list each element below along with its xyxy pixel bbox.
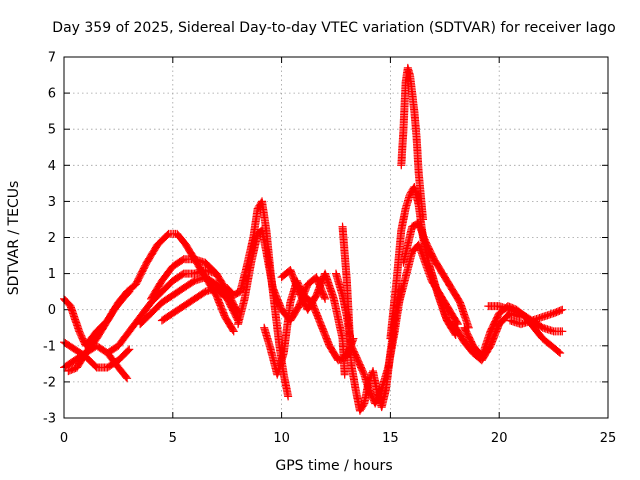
chart-title: Day 359 of 2025, Sidereal Day-to-day VTE…	[52, 20, 615, 36]
x-tick-label: 20	[491, 431, 508, 446]
y-tick-label: -2	[43, 375, 56, 390]
marker-trace	[397, 65, 427, 222]
marker-trace	[399, 219, 473, 331]
series-sat-f	[136, 273, 232, 329]
series-sat-s	[425, 262, 525, 365]
marker-trace	[507, 306, 565, 328]
data-layer	[60, 63, 567, 415]
series-sat-d	[64, 287, 134, 376]
marker-trace	[61, 339, 133, 372]
y-tick-label: 1	[48, 267, 56, 282]
marker-trace	[65, 288, 133, 375]
x-axis-label: GPS time / hours	[275, 458, 392, 474]
x-tick-label: 0	[60, 431, 68, 446]
series-sat-r	[399, 219, 473, 332]
y-tick-label: 5	[48, 123, 56, 138]
y-tick-label: 2	[48, 231, 56, 246]
marker-trace	[278, 267, 349, 378]
series-sat-j	[234, 226, 330, 329]
series-sat-v	[506, 305, 567, 329]
marker-trace	[260, 278, 357, 378]
series-sat-l	[277, 265, 349, 379]
x-tick-label: 5	[169, 431, 177, 446]
marker-trace	[234, 227, 329, 327]
x-tick-label: 15	[382, 431, 399, 446]
x-tick-label: 25	[600, 431, 617, 446]
tick-layer: 0 5 10 15 20 25 -3 -2 -1 0 1 2 3 4 5 6 7	[43, 51, 616, 447]
y-axis-label: SDTVAR / TECUs	[6, 181, 22, 296]
y-tick-label: 7	[48, 51, 56, 66]
marker-trace	[104, 266, 219, 357]
y-tick-label: -3	[43, 412, 56, 427]
y-tick-label: 6	[48, 87, 56, 102]
marker-trace	[159, 284, 242, 324]
series-sat-h	[157, 284, 243, 325]
series-sat-p	[397, 63, 428, 224]
plot-frame	[63, 56, 609, 419]
y-tick-label: 3	[48, 195, 56, 210]
y-tick-label: 4	[48, 159, 56, 174]
x-tick-label: 10	[273, 431, 290, 446]
y-tick-label: 0	[48, 303, 56, 318]
y-tick-label: -1	[43, 339, 56, 354]
